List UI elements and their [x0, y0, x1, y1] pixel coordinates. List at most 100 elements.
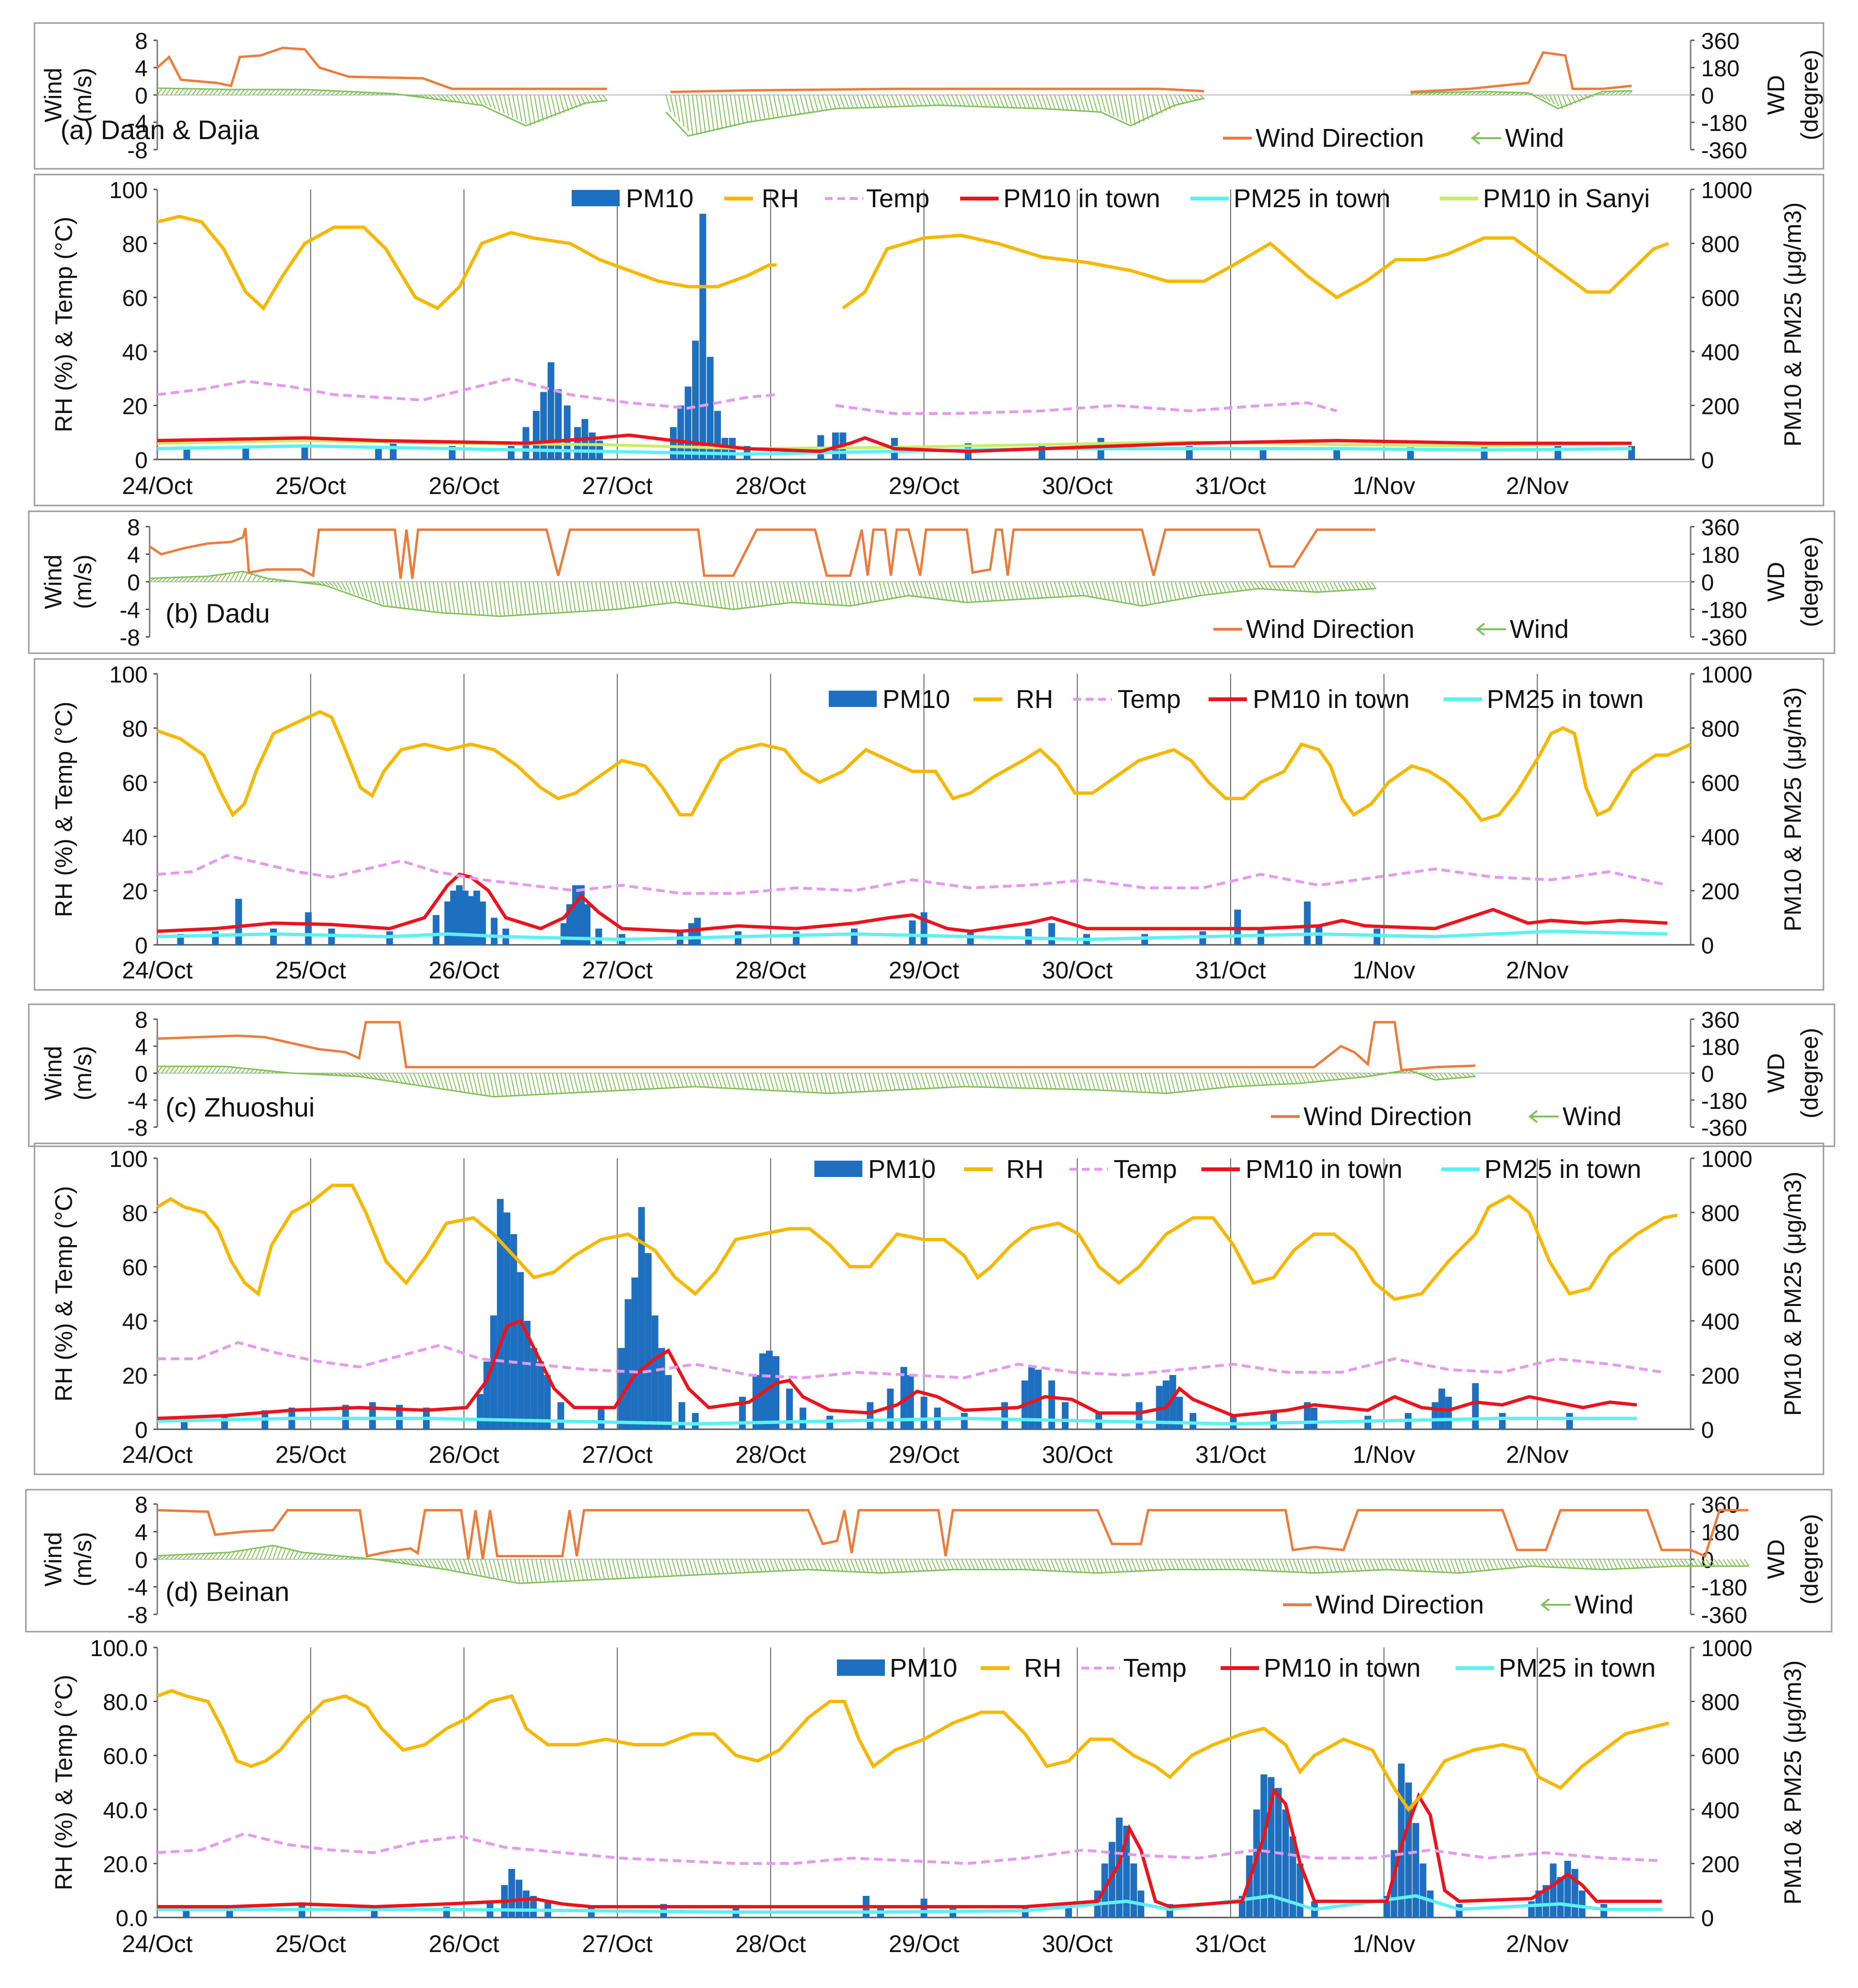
wind-vector	[935, 1559, 941, 1571]
wind-vector	[517, 94, 523, 122]
wind-vector	[620, 1559, 626, 1579]
wind-vector	[518, 1559, 524, 1584]
wind-vector	[1684, 1559, 1690, 1566]
x-tick-label: 2/Nov	[1506, 957, 1569, 984]
wind-vector	[820, 581, 826, 604]
wind-vector	[1743, 1559, 1750, 1566]
left-tick-label: 20	[122, 879, 148, 905]
pm10-bar	[584, 904, 591, 945]
wind-vector	[420, 581, 426, 611]
wind-vector	[599, 581, 605, 611]
wind-vector	[620, 581, 626, 609]
wind-vector	[281, 1547, 287, 1560]
wind-vector	[301, 1552, 307, 1560]
wind-vector	[812, 581, 818, 604]
wind-vector	[564, 1073, 571, 1094]
wind-vector	[1105, 1559, 1112, 1573]
wind-vector	[1279, 1073, 1285, 1085]
pm10-bar	[477, 1394, 484, 1429]
wind-vector	[1548, 1559, 1554, 1567]
wind-vector	[170, 577, 176, 582]
wind-vector	[1007, 94, 1013, 108]
wind-vector	[1233, 1559, 1239, 1570]
wind-vector	[1203, 1559, 1210, 1570]
wind-vector	[165, 1555, 171, 1560]
right-tick-label: 1000	[1701, 1147, 1752, 1172]
wind-vector	[962, 581, 968, 602]
pm10-bar	[638, 1207, 645, 1429]
wind-vector	[329, 581, 334, 587]
wind-vector	[463, 1559, 469, 1573]
wind-vector	[1586, 1559, 1592, 1569]
wind-vector	[696, 94, 702, 134]
pm10-bar	[1289, 1836, 1296, 1917]
wind-vector	[1028, 94, 1035, 108]
wind-vector	[654, 1559, 660, 1577]
wind-vector	[941, 581, 947, 600]
legend-pm10-label: PM10	[890, 1654, 957, 1682]
rh-line	[156, 1689, 1670, 1812]
wind-vector	[1249, 1073, 1256, 1086]
wind-vector	[1066, 581, 1072, 597]
wind-vector	[282, 89, 288, 95]
legend-wind-arrow	[1540, 1598, 1550, 1612]
wind-vector	[968, 1073, 974, 1087]
wind-vector	[522, 1073, 529, 1095]
wind-vector	[877, 1073, 883, 1091]
wind-vector	[824, 1559, 831, 1571]
wind-vector	[955, 1073, 961, 1087]
wind-vector	[904, 581, 910, 597]
wind-vector	[415, 94, 421, 97]
wind-vector	[959, 1073, 965, 1087]
wind-vector	[384, 1072, 390, 1081]
wind-vector	[1611, 1559, 1618, 1570]
pm10-bar	[598, 1407, 605, 1429]
legend-pm25-town-label: PM25 in town	[1487, 685, 1644, 714]
wind-vector	[199, 1066, 205, 1074]
wind-vector	[721, 1073, 727, 1088]
wind-vector	[858, 1559, 865, 1572]
wind-vector	[1430, 1072, 1436, 1079]
right-tick-label: 180	[1701, 543, 1740, 568]
wind-vector	[1179, 581, 1185, 600]
pm10-bar	[1557, 1877, 1564, 1917]
wind-vector	[663, 1559, 669, 1577]
wind-vector	[1254, 1559, 1260, 1571]
wind-vector	[969, 1559, 976, 1570]
wind-vector	[1071, 1559, 1078, 1572]
wind-vector	[525, 94, 531, 126]
wind-vector	[446, 1559, 452, 1570]
wind-vector	[1287, 1073, 1294, 1084]
wind-vector	[1108, 94, 1115, 116]
left-tick-label: 80.0	[103, 1690, 148, 1716]
right-tick-label: 360	[1701, 1008, 1740, 1033]
legend-rh-label: RH	[1006, 1155, 1044, 1184]
wind-vector	[170, 88, 176, 95]
wind-vector	[760, 94, 766, 120]
pm10-town-line	[157, 1787, 1662, 1909]
wind-vector	[722, 1559, 729, 1574]
pm10-bar	[212, 931, 219, 945]
x-tick-label: 24/Oct	[122, 957, 192, 984]
left-tick-label: 40	[122, 825, 148, 850]
wind-vector	[1187, 1073, 1193, 1092]
pm10-bar	[557, 1402, 564, 1429]
wind-vector	[1458, 1559, 1465, 1574]
right-tick-label: 0	[1701, 1906, 1714, 1931]
wind-vector	[830, 94, 836, 110]
wind-vector	[1262, 1073, 1268, 1085]
wind-vector	[1144, 1073, 1151, 1093]
wind-vector	[872, 1073, 879, 1092]
wind-vector	[999, 1559, 1005, 1570]
left-tick-label: 100.0	[90, 1636, 148, 1661]
wind-vector	[563, 94, 569, 112]
wind-vector	[908, 581, 914, 596]
left-tick-label: 40	[122, 1309, 148, 1335]
wind-vector	[948, 1559, 954, 1570]
wind-vector	[623, 1073, 629, 1091]
